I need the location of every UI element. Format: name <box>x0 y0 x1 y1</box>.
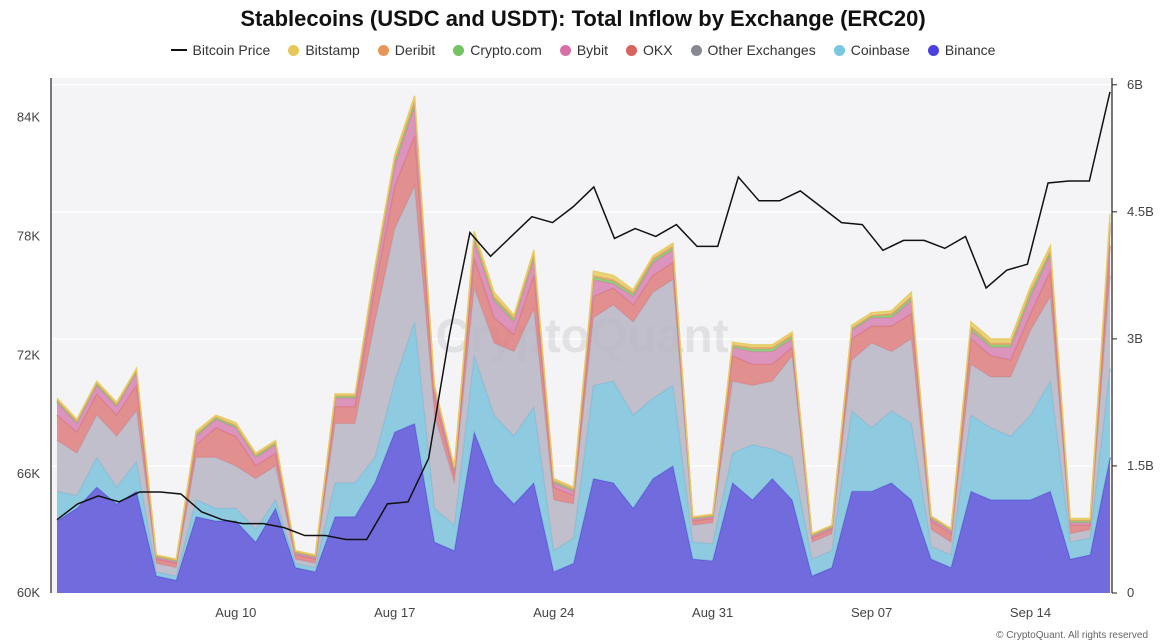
x-tick-label: Aug 17 <box>374 605 415 620</box>
y-left-tick-label: 66K <box>17 466 40 481</box>
area-other-exchanges[interactable] <box>57 186 1110 577</box>
series-line-bitstamp <box>56 95 1111 560</box>
y-left-tick-label: 60K <box>17 585 40 600</box>
x-tick-label: Aug 24 <box>533 605 574 620</box>
legend-label: Bitcoin Price <box>192 42 271 58</box>
legend-swatch <box>170 49 187 51</box>
legend-swatch <box>377 44 389 56</box>
y-axis-left: 60K 66K 72K 78K 84K <box>17 110 40 600</box>
legend-label: OKX <box>642 42 673 58</box>
x-tick-label: Aug 31 <box>692 605 733 620</box>
legend-item-bybit[interactable]: Bybit <box>559 42 608 58</box>
area-coinbase[interactable] <box>57 321 1110 581</box>
legend-label: Bitstamp <box>305 42 360 58</box>
y-axis-right: 0 1.5B 3B 4.5B 6B <box>1112 77 1154 600</box>
legend-label: Coinbase <box>850 42 910 58</box>
legend-swatch <box>690 44 702 56</box>
legend-item-other-exchanges[interactable]: Other Exchanges <box>690 42 816 58</box>
legend-item-bitstamp[interactable]: Bitstamp <box>288 42 360 58</box>
legend-label: Crypto.com <box>470 42 542 58</box>
y-left-tick-label: 78K <box>17 228 40 243</box>
copyright-credit: © CryptoQuant. All rights reserved <box>996 630 1148 641</box>
legend-swatch <box>833 44 845 56</box>
legend-swatch <box>453 44 465 56</box>
legend-label: Binance <box>944 42 996 58</box>
legend-swatch <box>559 44 571 56</box>
legend-item-crypto-com[interactable]: Crypto.com <box>453 42 542 58</box>
bitcoin-price-path[interactable] <box>56 91 1111 541</box>
legend-item-coinbase[interactable]: Coinbase <box>833 42 910 58</box>
y-left-tick-label: 84K <box>17 110 40 125</box>
legend-swatch <box>927 44 939 56</box>
stacked-areas <box>56 95 1111 593</box>
legend-item-binance[interactable]: Binance <box>927 42 996 58</box>
y-right-tick-label: 6B <box>1127 77 1143 92</box>
bitcoin-price-line <box>56 91 1111 541</box>
chart-title: Stablecoins (USDC and USDT): Total Inflo… <box>240 6 926 31</box>
legend-label: Other Exchanges <box>707 42 816 58</box>
y-left-tick-label: 72K <box>17 347 40 362</box>
legend-swatch <box>288 44 300 56</box>
area-binance[interactable] <box>57 423 1110 593</box>
y-right-tick-label: 0 <box>1127 585 1134 600</box>
legend-item-bitcoin-price[interactable]: Bitcoin Price <box>170 42 271 58</box>
legend-label: Bybit <box>576 42 608 58</box>
x-tick-label: Sep 07 <box>851 605 892 620</box>
legend: Bitcoin Price Bitstamp Deribit Crypto.com By… <box>0 42 1166 58</box>
x-tick-label: Sep 14 <box>1010 605 1051 620</box>
y-right-tick-label: 1.5B <box>1127 458 1154 473</box>
y-right-tick-label: 3B <box>1127 331 1143 346</box>
legend-swatch <box>625 44 637 56</box>
x-tick-label: Aug 10 <box>215 605 256 620</box>
legend-label: Deribit <box>394 42 436 58</box>
y-right-tick-label: 4.5B <box>1127 204 1154 219</box>
legend-item-deribit[interactable]: Deribit <box>377 42 436 58</box>
legend-item-okx[interactable]: OKX <box>625 42 673 58</box>
